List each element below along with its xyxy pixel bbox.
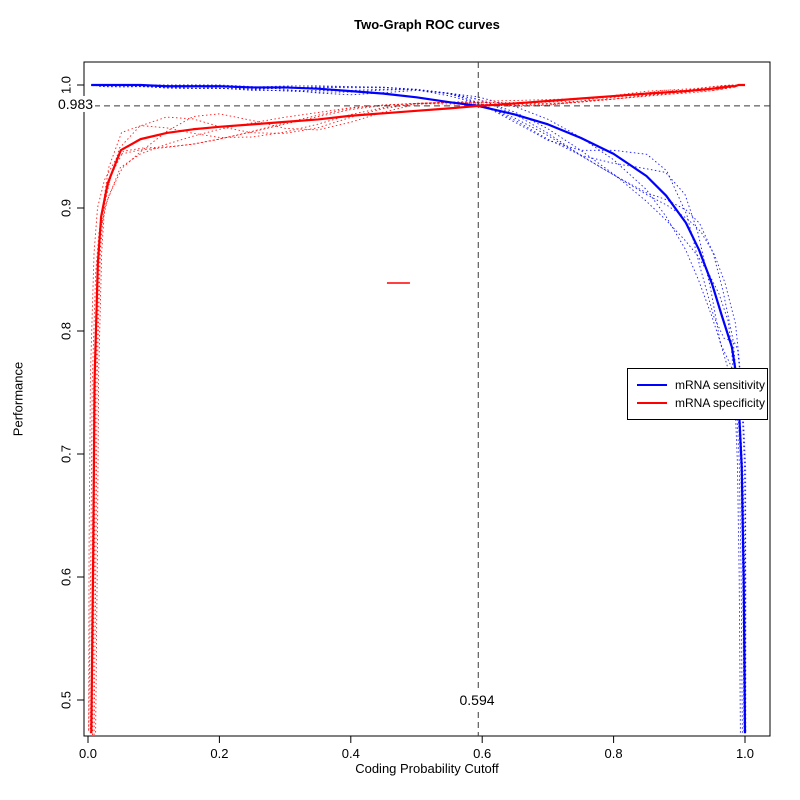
replicate-line-1-2 — [89, 84, 745, 734]
series-specificity-line — [90, 83, 745, 734]
threshold-y-label: 0.983 — [56, 96, 96, 112]
y-tick-label: 1.0 — [59, 76, 74, 94]
y-tick-label: 0.5 — [59, 691, 74, 709]
y-tick-label: 0.9 — [59, 199, 74, 217]
x-tick-label: 0.4 — [342, 746, 360, 761]
legend-label-specificity: mRNA specificity — [675, 396, 766, 410]
y-tick-label: 0.6 — [59, 568, 74, 586]
x-axis-label: Coding Probability Cutoff — [355, 761, 499, 776]
legend-line-specificity-icon — [637, 402, 667, 404]
legend-line-sensitivity-icon — [637, 384, 667, 386]
replicate-line-1-3 — [92, 84, 746, 736]
legend: mRNA sensitivity mRNA specificity — [627, 368, 768, 420]
legend-label-sensitivity: mRNA sensitivity — [675, 378, 766, 392]
threshold-x-label: 0.594 — [457, 692, 497, 708]
replicate-line-1-5 — [95, 84, 746, 733]
series-sensitivity-line — [91, 83, 747, 734]
y-axis-label: Performance — [10, 361, 26, 437]
y-tick-label: 0.7 — [59, 445, 74, 463]
x-tick-label: 1.0 — [736, 746, 754, 761]
replicate-line-0-4 — [91, 84, 747, 734]
x-tick-label: 0.8 — [605, 746, 623, 761]
x-tick-label: 0.0 — [79, 746, 97, 761]
plot-box — [83, 61, 771, 737]
legend-entry-specificity: mRNA specificity — [637, 394, 765, 412]
x-tick-label: 0.6 — [473, 746, 491, 761]
legend-entry-sensitivity: mRNA sensitivity — [637, 376, 765, 394]
x-tick-label: 0.2 — [210, 746, 228, 761]
chart-title: Two-Graph ROC curves — [354, 17, 500, 32]
y-tick-label: 0.8 — [59, 322, 74, 340]
